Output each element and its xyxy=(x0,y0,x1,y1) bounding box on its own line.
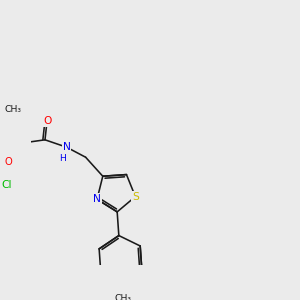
Text: O: O xyxy=(43,116,51,126)
Text: S: S xyxy=(132,192,139,202)
Text: Cl: Cl xyxy=(1,180,12,190)
Text: H: H xyxy=(59,154,66,163)
Text: N: N xyxy=(63,142,70,152)
Text: O: O xyxy=(4,157,12,167)
Text: CH₃: CH₃ xyxy=(115,294,132,300)
Text: CH₃: CH₃ xyxy=(5,105,22,114)
Text: N: N xyxy=(93,194,101,204)
